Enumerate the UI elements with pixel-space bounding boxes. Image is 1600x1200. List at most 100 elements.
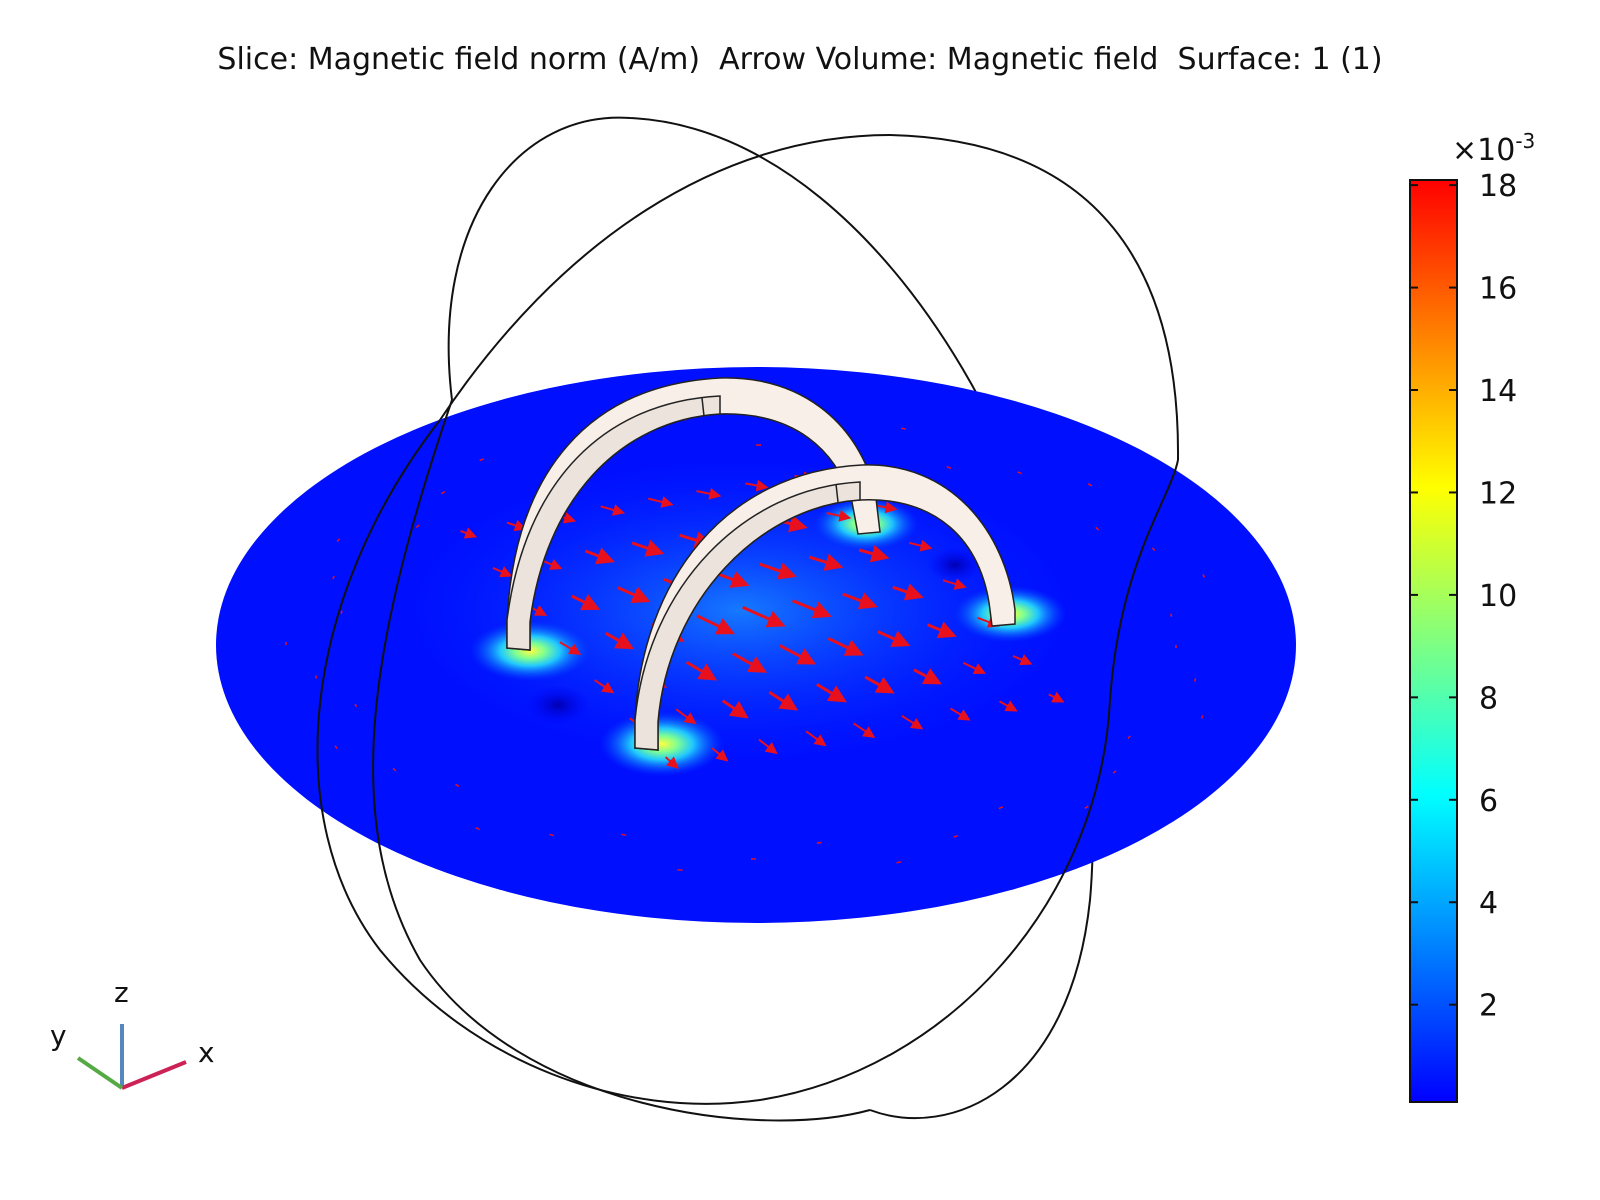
field-arrow-small [1087,483,1093,487]
colorbar-tick-label: 16 [1479,272,1517,307]
colorbar-tick-label: 6 [1479,784,1498,819]
triad-y-axis [76,1056,124,1090]
field-arrow-small [354,703,358,708]
field-arrow-small [1200,715,1204,719]
field-arrow [742,605,786,628]
field-arrow-small [953,834,959,838]
field-arrow [759,562,797,580]
colorbar: ×10-3 2 4 6 8 10 12 14 16 18 [1409,129,1535,1103]
hotspot-2 [600,712,724,776]
field-arrow [864,675,895,694]
coil-front-face [634,481,861,751]
field-arrow-small [334,745,338,749]
field-arrow [604,631,635,650]
field-arrow [842,592,878,610]
field-arrow-small [314,675,318,679]
colorbar-tick-label: 10 [1479,579,1517,614]
field-arrow [942,578,967,590]
slice-disk [216,367,1296,923]
field-arrow-small [415,524,420,528]
field-arrow [858,544,890,563]
field-arrow [779,644,817,665]
field-arrow [876,501,898,514]
field-arrow [711,747,729,762]
slice-dark-spot [526,685,590,725]
sphere-outline-2-front [316,419,1179,1105]
sphere-outlines-front [316,399,1179,1122]
field-arrow-small [475,827,481,831]
field-arrow [877,630,911,647]
slice-dark-spot-2 [927,547,983,583]
colorbar-tick-label: 4 [1479,886,1498,921]
sphere-outline-1-front [372,399,871,1122]
field-arrow-small [1017,471,1022,475]
triad-x-label: x [198,1036,215,1069]
triad-z-label: z [114,976,129,1009]
field-arrow [827,637,864,656]
field-arrow [853,722,876,738]
field-arrow [913,668,942,685]
arrow-volume [285,418,1206,871]
field-arrow [805,730,827,747]
field-arrow [949,707,971,721]
field-arrow [901,714,924,730]
field-arrow-small [340,610,343,614]
field-arrow-small [336,538,341,542]
coil-back-face [506,395,721,651]
field-arrow [909,539,933,552]
field-arrow-small [1202,574,1206,578]
field-arrow-small [392,767,397,772]
field-arrow [927,621,957,639]
field-arrow [768,690,799,711]
colorbar-ticks: 2 4 6 8 10 12 14 16 18 [1410,169,1517,1024]
field-arrow-small [1084,805,1089,809]
field-arrow [999,700,1018,712]
field-arrow-small [946,466,952,469]
field-arrow-small [816,841,822,844]
sphere-outline-1 [447,116,1094,1120]
coil-back-joint [701,397,705,417]
colorbar-tick-label: 8 [1479,681,1498,716]
triad-x-axis [121,1060,187,1090]
field-arrow-small [998,806,1004,810]
field-arrow [826,509,852,522]
field-arrow-small [440,490,446,495]
plot-title: Slice: Magnetic field norm (A/m) Arrow V… [217,42,1383,77]
colorbar-tick-label: 2 [1479,989,1498,1024]
field-arrow [506,519,527,532]
field-arrow [571,593,601,611]
field-arrow [745,479,769,492]
field-arrow [816,683,847,703]
field-arrow [675,708,697,725]
field-arrow [594,679,615,694]
field-arrow-small [1095,526,1100,531]
field-arrow-small [1151,547,1156,551]
coils [506,377,1016,751]
field-arrow [460,527,478,539]
field-arrow [685,660,718,681]
field-arrow [721,699,749,719]
field-arrow [559,641,582,655]
field-arrow-small [1193,678,1197,682]
field-arrow [696,487,722,500]
colorbar-exponent: -3 [1515,129,1535,153]
field-arrow [664,756,679,769]
axis-triad: z x y [50,976,215,1090]
field-arrow [1012,654,1033,666]
field-arrow [600,504,626,516]
field-arrow [584,547,616,565]
colorbar-tick-label: 18 [1479,169,1517,204]
field-arrow-small [332,575,335,580]
field-arrow [892,583,924,601]
hotspot-1 [470,621,590,681]
field-arrow-small [549,833,555,837]
field-arrow [492,566,513,578]
field-arrow-small [1127,735,1131,739]
field-arrow [792,599,832,619]
field-arrow-small [1170,613,1173,617]
field-arrow-small [479,458,485,462]
field-arrow [617,586,651,603]
colorbar-tick-label: 12 [1479,476,1517,511]
field-arrow [631,539,665,557]
